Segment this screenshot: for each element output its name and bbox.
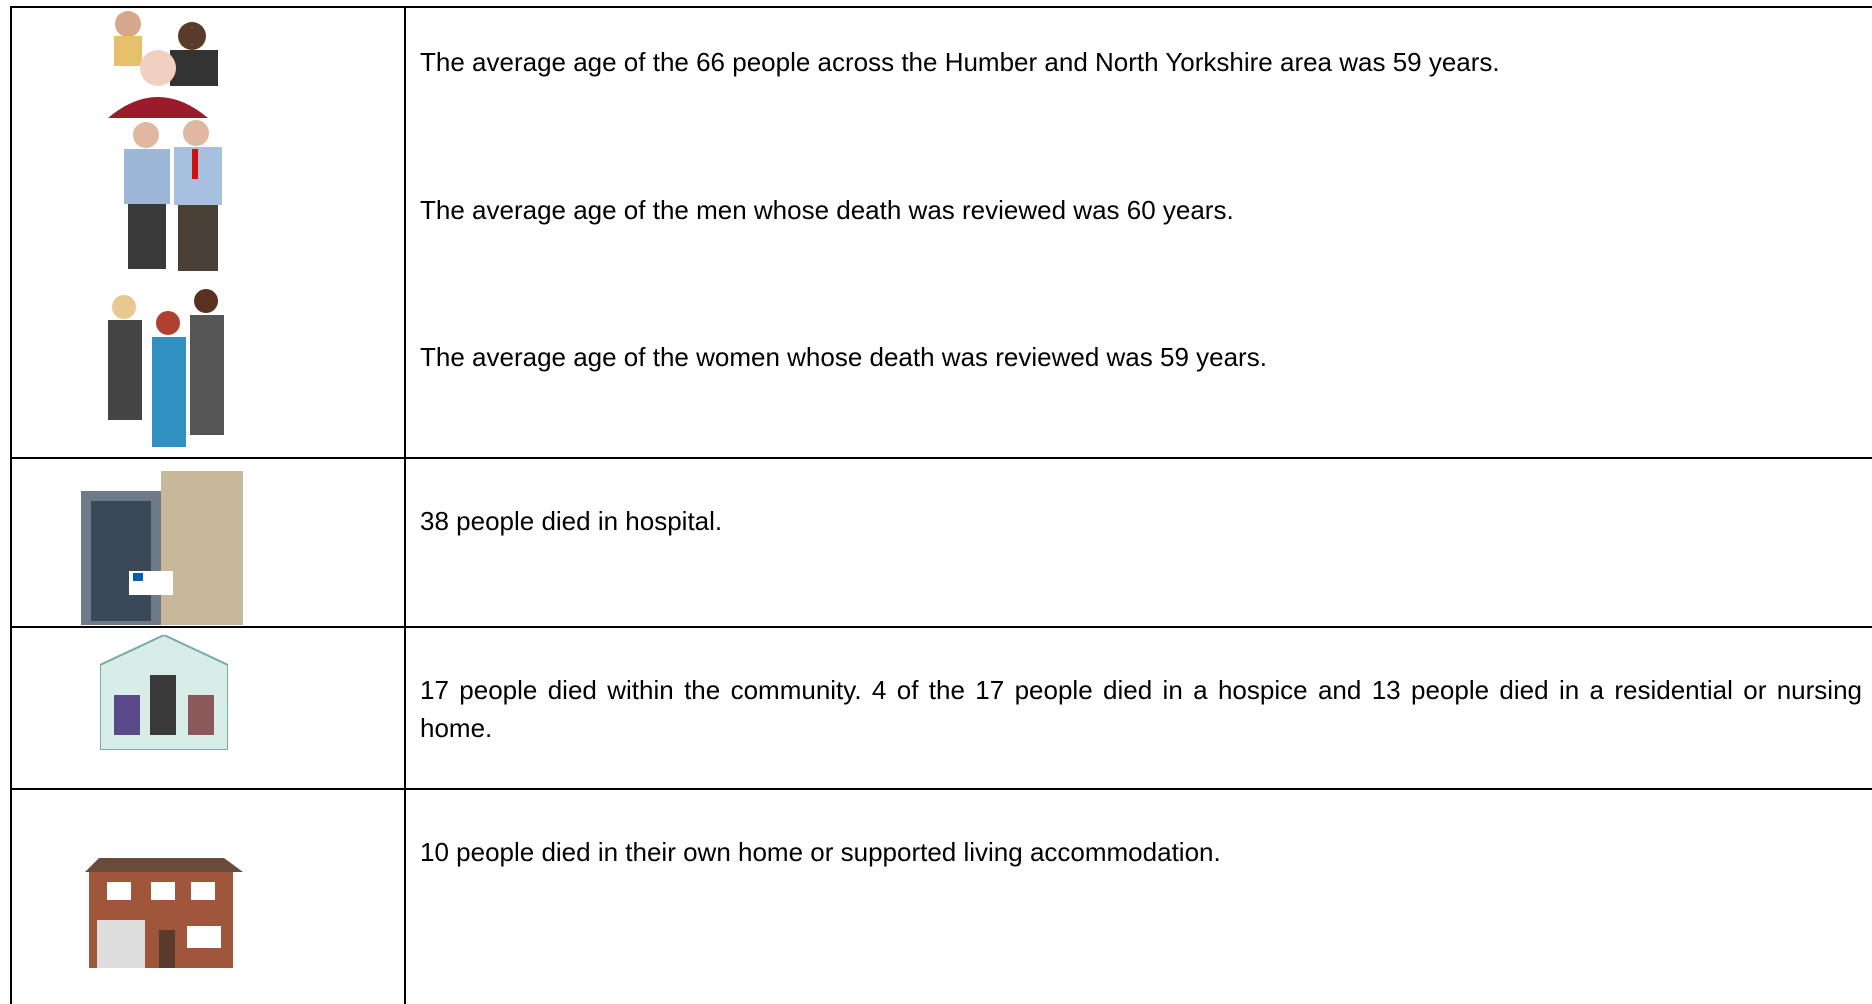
row-divider [10,457,1872,459]
row-divider [10,626,1872,628]
cell-text: 10 people died in their own home or supp… [420,833,1221,871]
cell-text: 17 people died within the community. 4 o… [420,671,1862,747]
house-icon [79,848,243,968]
page: The average age of the 66 people across … [0,0,1872,1004]
cell-text: The average age of the women whose death… [420,338,1267,376]
row-divider [10,788,1872,790]
community-icon [100,635,228,750]
column-divider [404,6,406,1004]
women-icon [96,287,236,458]
table-border [10,6,1872,8]
cell-text: The average age of the 66 people across … [420,43,1500,81]
people-icon [100,6,236,118]
men-icon [96,119,246,277]
hospital-icon [81,461,243,625]
cell-text: 38 people died in hospital. [420,502,722,540]
cell-text: The average age of the men whose death w… [420,191,1234,229]
table-border [10,6,12,1004]
